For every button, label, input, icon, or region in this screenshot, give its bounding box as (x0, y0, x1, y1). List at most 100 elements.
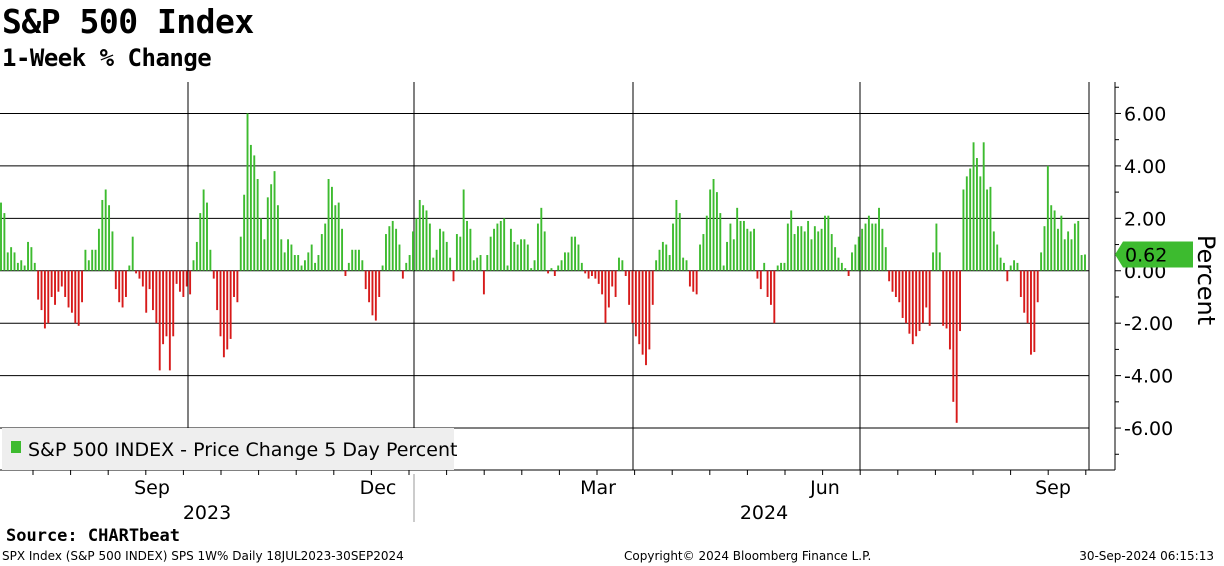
bar-positive (1067, 231, 1070, 271)
bar-negative (219, 270, 222, 337)
bar-positive (111, 231, 114, 271)
bar-positive (263, 239, 266, 271)
bar-negative (175, 270, 178, 284)
bar-negative (695, 270, 698, 295)
bar-positive (520, 239, 522, 271)
bar-negative (185, 270, 188, 287)
bar-negative (401, 270, 404, 279)
bar-positive (851, 252, 853, 271)
bar-positive (496, 223, 499, 271)
bar-positive (793, 234, 796, 271)
bar-positive (570, 236, 573, 271)
bar-positive (10, 247, 13, 271)
bar-negative (1019, 270, 1022, 297)
bar-positive (6, 252, 9, 271)
legend-label: S&P 500 INDEX - Price Change 5 Day Perce… (28, 439, 457, 461)
bar-negative (901, 270, 904, 318)
bar-positive (996, 244, 999, 271)
bar-positive (13, 252, 16, 271)
bar-positive (290, 244, 293, 271)
bar-negative (222, 270, 225, 358)
bar-positive (395, 228, 398, 271)
bar-negative (172, 270, 175, 337)
bar-positive (425, 210, 428, 271)
bar-positive (23, 265, 26, 271)
bar-positive (1013, 260, 1016, 271)
y-tick-label: -6.00 (1124, 418, 1173, 440)
bar-positive (280, 239, 283, 271)
bar-positive (857, 236, 860, 271)
bar-positive (685, 260, 688, 271)
bar-negative (847, 270, 850, 276)
bar-positive (398, 244, 401, 271)
bar-positive (320, 234, 323, 271)
bar-positive (91, 249, 94, 271)
bar-negative (688, 270, 691, 287)
bar-negative (452, 270, 455, 282)
bar-positive (655, 260, 658, 271)
bar-positive (661, 241, 664, 271)
bar-negative (64, 270, 67, 297)
bar-negative (607, 270, 610, 308)
bar-negative (368, 270, 371, 303)
bar-positive (729, 223, 732, 271)
bar-positive (749, 231, 752, 271)
bar-positive (1060, 215, 1063, 271)
x-tick-label: Dec (360, 477, 397, 499)
bar-positive (969, 168, 972, 271)
bar-positive (509, 228, 512, 271)
bar-positive (715, 192, 718, 271)
bar-negative (553, 270, 556, 276)
bar-positive (564, 252, 566, 271)
bar-positive (722, 265, 725, 271)
bar-negative (604, 270, 607, 324)
legend: S&P 500 INDEX - Price Change 5 Day Perce… (2, 428, 457, 470)
bar-positive (16, 262, 19, 271)
bar-positive (415, 218, 418, 271)
bar-negative (628, 270, 631, 305)
bar-positive (797, 226, 799, 271)
bar-positive (540, 207, 543, 271)
bar-negative (925, 270, 928, 308)
bar-negative (759, 270, 762, 290)
bar-positive (965, 176, 968, 271)
bar-negative (114, 270, 117, 290)
bar-positive (763, 262, 766, 271)
bar-positive (874, 223, 877, 271)
bar-positive (253, 155, 256, 271)
bar-negative (928, 270, 931, 326)
bar-positive (999, 257, 1002, 271)
bar-positive (192, 260, 195, 271)
bar-positive (854, 244, 857, 271)
bar-positive (1050, 205, 1053, 271)
bar-positive (300, 265, 303, 271)
bar-positive (84, 249, 87, 271)
bar-positive (533, 260, 536, 271)
bar-negative (233, 270, 235, 297)
bar-negative (942, 270, 945, 326)
bar-positive (516, 244, 519, 271)
bar-positive (455, 234, 458, 271)
bar-positive (810, 239, 813, 271)
bar-positive (330, 186, 333, 271)
bar-positive (1057, 228, 1059, 271)
y-tick-label: 2.00 (1124, 208, 1166, 230)
bar-positive (266, 197, 269, 271)
bar-negative (641, 270, 644, 355)
bar-positive (550, 268, 553, 271)
bar-positive (1040, 252, 1043, 271)
bar-negative (891, 270, 894, 292)
bar-positive (938, 252, 941, 271)
legend-swatch (11, 441, 21, 453)
bar-positive (732, 239, 735, 271)
y-tick-label: 4.00 (1124, 156, 1166, 178)
bar-negative (482, 270, 485, 295)
bar-positive (840, 262, 843, 271)
bar-positive (935, 223, 938, 271)
bar-negative (638, 270, 641, 345)
bar-positive (577, 244, 580, 271)
bar-positive (536, 223, 539, 271)
bar-positive (736, 207, 739, 271)
bar-negative (1033, 270, 1036, 353)
